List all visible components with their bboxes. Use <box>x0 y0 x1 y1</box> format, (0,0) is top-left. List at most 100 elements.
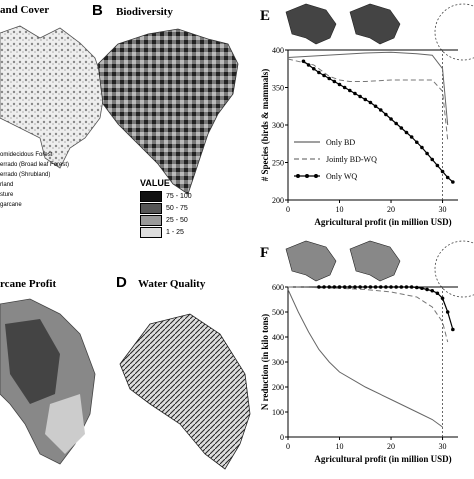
data-point <box>332 285 337 289</box>
data-point <box>301 59 306 64</box>
data-point <box>322 285 326 289</box>
n-reduction-chart: F0 10 20 300100200300400500600Agricultural … <box>260 240 474 464</box>
data-point <box>451 180 455 184</box>
legend-item: omidecidous Forest <box>0 152 53 158</box>
sugarcane-profit-map <box>0 298 96 465</box>
panel-label: F <box>260 245 269 261</box>
zoom-circle <box>434 240 474 298</box>
data-point <box>358 94 362 99</box>
legend-marker <box>296 174 300 178</box>
data-point <box>353 91 357 96</box>
panel-f-chart: F 0 10 20 30 0 100 200 300 400 500 600 Agricultural … <box>258 237 474 474</box>
data-point <box>384 112 388 117</box>
y-tick-label: 200 <box>272 196 284 205</box>
panel-d-label: D <box>116 274 127 291</box>
y-tick-label: 300 <box>272 121 284 130</box>
panel-c-title: rcane Profit <box>0 278 57 290</box>
panel-a-land-cover: and Cover omidecidous Forest errado (Bro… <box>0 0 115 240</box>
data-point <box>373 104 378 109</box>
data-point <box>399 126 404 130</box>
data-point <box>451 327 455 332</box>
data-point <box>317 285 321 289</box>
y-tick-label: 100 <box>272 408 284 417</box>
legend-label: Jointly BD-WQ <box>326 155 377 164</box>
data-point <box>435 163 440 168</box>
panel-e-chart: E 0 10 20 30 200 250 300 350 400 Agricultural prof… <box>258 0 474 237</box>
mini-map <box>349 3 401 45</box>
data-point <box>420 286 424 291</box>
series-line-only-bd <box>287 51 449 126</box>
panel-d-title: Water Quality <box>138 278 206 290</box>
x-tick-label: 0 <box>286 442 290 451</box>
data-point <box>327 76 332 81</box>
y-tick-label: 250 <box>272 159 284 168</box>
data-point <box>430 157 435 162</box>
land-cover-legend: omidecidous Forest errado (Broad leaf Fo… <box>0 150 69 210</box>
biodiversity-map <box>97 28 239 195</box>
swatch-1-25 <box>140 226 162 238</box>
legend-label: Only BD <box>326 138 355 147</box>
data-point <box>368 285 373 289</box>
y-tick-label: 350 <box>272 84 284 93</box>
data-point <box>378 108 383 112</box>
series-line-only-bd <box>287 289 443 428</box>
value-legend-row: 50 - 75 <box>140 202 192 214</box>
value-legend-title: VALUE <box>140 178 170 188</box>
legend-marker <box>314 174 318 178</box>
water-quality-map <box>119 313 251 470</box>
swatch-75-100 <box>140 190 162 202</box>
data-point <box>348 285 352 289</box>
species-chart: E 0 10 20 30 200 250 300 350 400 Agricultural prof… <box>260 3 474 227</box>
x-tick-label: 10 <box>336 442 344 451</box>
panel-c-sugarcane-profit: rcane Profit <box>0 272 110 472</box>
value-legend-row: 75 - 100 <box>140 190 192 202</box>
zoom-circle <box>434 3 474 61</box>
y-tick-label: 400 <box>272 46 284 55</box>
x-tick-label: 20 <box>387 442 395 451</box>
x-axis-label: Agricultural profit (in million USD) <box>314 454 451 464</box>
x-tick-label: 0 <box>286 205 290 214</box>
data-point <box>348 88 352 93</box>
data-point <box>399 285 404 289</box>
series-line-jointly-bd-wq <box>287 286 449 343</box>
legend-item: sture <box>0 192 14 198</box>
data-point <box>389 285 393 289</box>
value-legend-label: 25 - 50 <box>166 216 188 224</box>
data-point <box>414 285 419 290</box>
data-point <box>378 285 383 289</box>
data-point <box>322 73 326 78</box>
mini-map <box>349 240 401 282</box>
panel-b-title: Biodiversity <box>116 6 173 18</box>
value-legend-label: 75 - 100 <box>166 192 192 200</box>
panel-a-title: and Cover <box>0 4 50 16</box>
swatch-25-50 <box>140 214 162 226</box>
data-point <box>414 140 419 145</box>
x-tick-label: 30 <box>439 442 447 451</box>
data-point <box>445 310 450 314</box>
x-tick-label: 20 <box>387 205 395 214</box>
data-point <box>358 285 362 289</box>
data-point <box>389 117 393 121</box>
data-point <box>430 288 435 293</box>
value-legend-label: 1 - 25 <box>166 228 184 236</box>
data-point <box>409 285 414 289</box>
panel-b-label: B <box>92 2 103 19</box>
x-tick-label: 10 <box>336 205 344 214</box>
data-point <box>342 85 347 90</box>
y-tick-label: 500 <box>272 308 284 317</box>
y-tick-label: 400 <box>272 333 284 342</box>
land-cover-map <box>0 25 106 169</box>
series-line-jointly-bd-wq <box>287 58 449 141</box>
data-point <box>363 285 368 289</box>
data-point <box>337 82 342 87</box>
data-point <box>440 169 445 174</box>
panel-d-water-quality: D Water Quality <box>110 272 270 472</box>
data-point <box>420 145 424 150</box>
legend-item: rland <box>0 182 14 188</box>
data-point <box>404 130 409 135</box>
y-tick-label: 600 <box>272 283 284 292</box>
value-legend: VALUE 75 - 100 50 - 75 25 - 50 1 - 25 <box>140 178 192 238</box>
data-point <box>394 285 398 289</box>
y-tick-label: 300 <box>272 358 284 367</box>
data-point <box>353 285 357 289</box>
